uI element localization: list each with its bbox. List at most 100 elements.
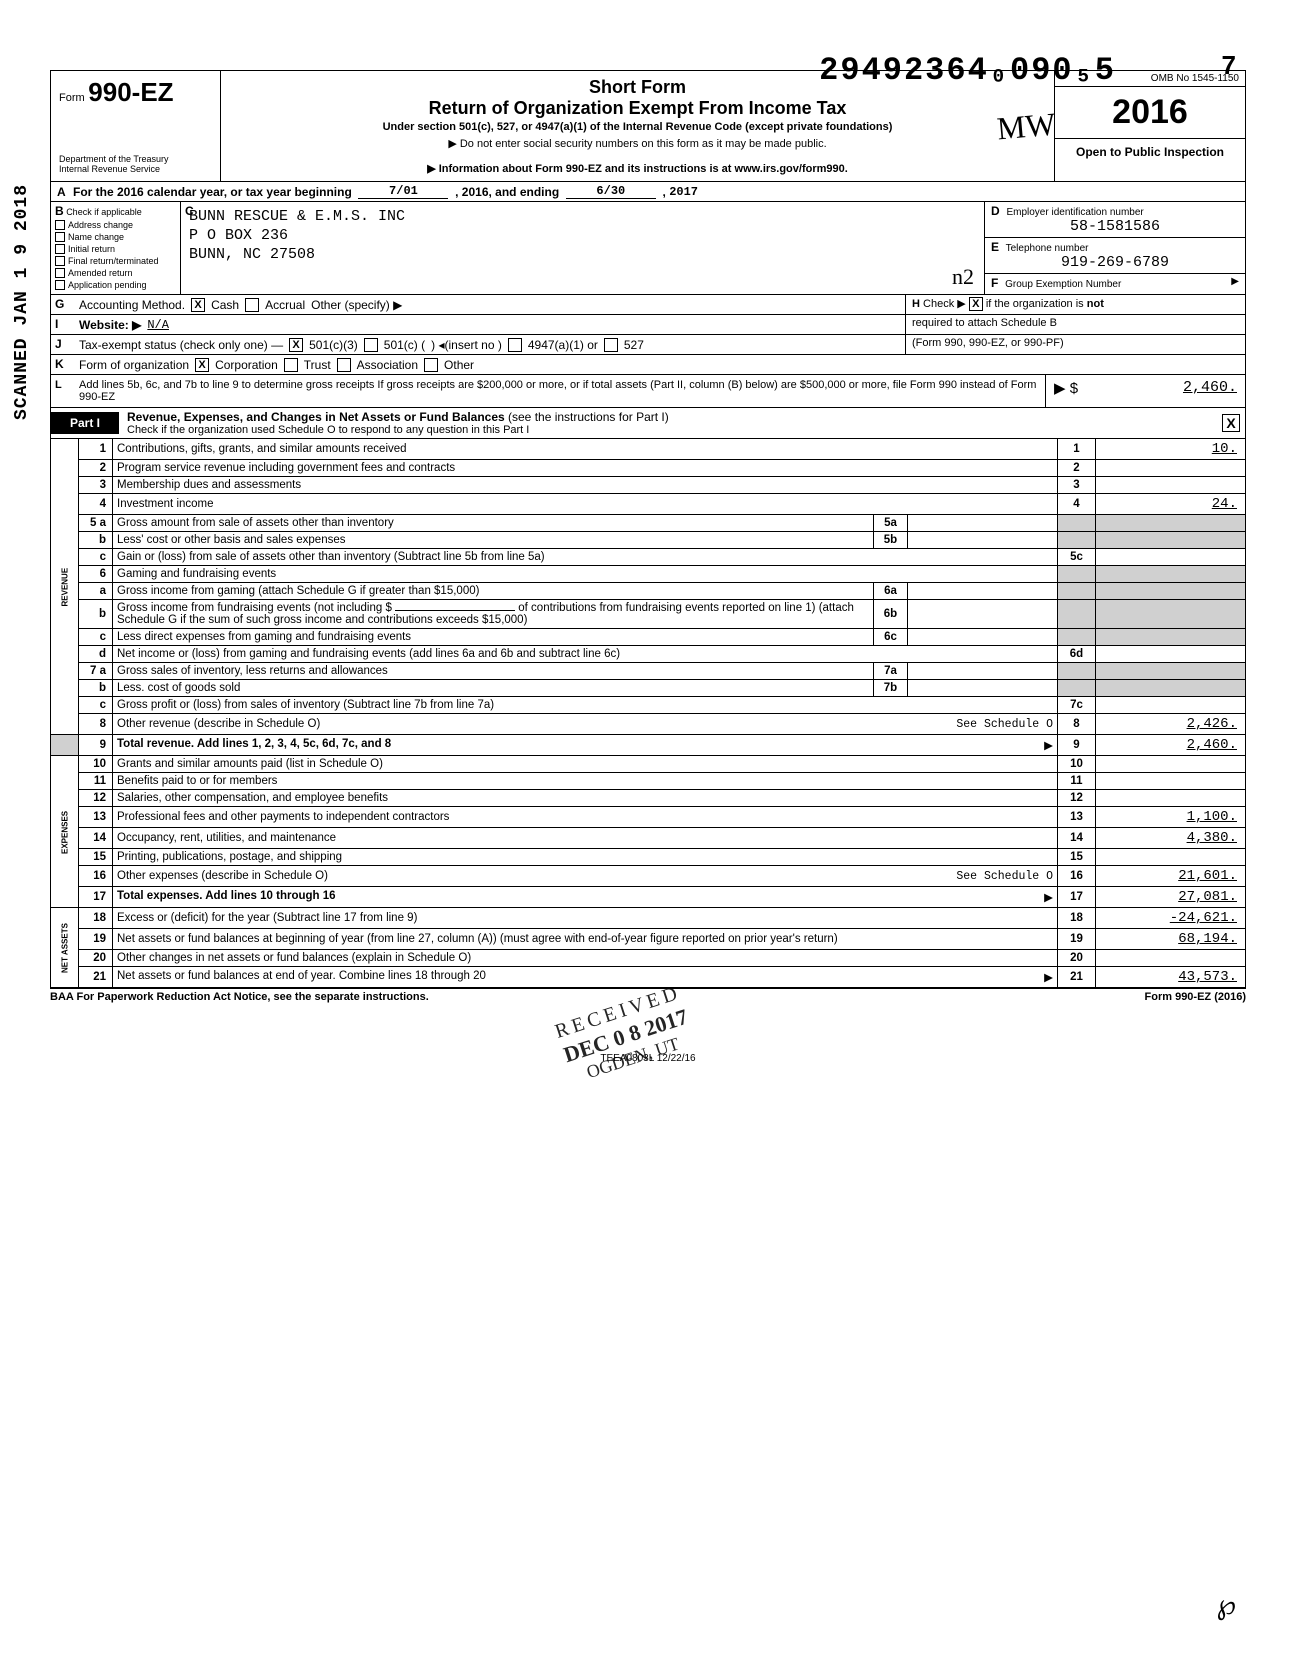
line-i: I Website: ▶ N/A required to attach Sche… [50, 315, 1246, 335]
chk-schedule-b[interactable]: X [969, 297, 983, 311]
row6-amt [1096, 566, 1246, 583]
chk-initial-return[interactable] [55, 244, 65, 254]
row2-num: 2 [79, 460, 113, 477]
row13-num: 13 [79, 807, 113, 828]
row7b-amt [1096, 680, 1246, 697]
chk-name-change[interactable] [55, 232, 65, 242]
row15-ln: 15 [1058, 849, 1096, 866]
tax-year-begin: 7/01 [358, 184, 448, 199]
tax-year: 2016 [1055, 87, 1245, 139]
chk-501c3[interactable]: X [289, 338, 303, 352]
phone-value: 919-269-6789 [991, 254, 1239, 271]
row19-ln: 19 [1058, 929, 1096, 950]
lbl-accrual: Accrual [265, 298, 305, 312]
lbl-4947: 4947(a)(1) or [528, 338, 598, 352]
chk-527[interactable] [604, 338, 618, 352]
line-a-text2: , 2016, and ending [455, 185, 559, 199]
chk-app-pending[interactable] [55, 280, 65, 290]
line-h-cont: required to attach Schedule B [905, 315, 1245, 334]
row20-amt [1096, 950, 1246, 967]
row6b-desc1: Gross income from fundraising events (no… [117, 602, 392, 614]
row7b-sn: 7b [874, 680, 908, 697]
row13-amt: 1,100. [1096, 807, 1246, 828]
org-name: BUNN RESCUE & E.M.S. INC [189, 208, 976, 225]
row5c-ln: 5c [1058, 549, 1096, 566]
row7c-ln: 7c [1058, 697, 1096, 714]
lbl-amended: Amended return [68, 268, 133, 278]
tax-exempt-label: Tax-exempt status (check only one) — [79, 338, 283, 352]
lbl-app-pending: Application pending [68, 280, 147, 290]
row7b-sv [908, 680, 1058, 697]
form-of-org-label: Form of organization [79, 358, 189, 372]
row6a-amt [1096, 583, 1246, 600]
row5b-amt [1096, 532, 1246, 549]
line-g-body: Accounting Method. XCash Accrual Other (… [75, 295, 905, 314]
chk-accrual[interactable] [245, 298, 259, 312]
row5b-ln [1058, 532, 1096, 549]
row6-num: 6 [79, 566, 113, 583]
row9-desc: Total revenue. Add lines 1, 2, 3, 4, 5c,… [117, 738, 391, 750]
lbl-other-method: Other (specify) ▶ [311, 298, 402, 312]
chk-association[interactable] [337, 358, 351, 372]
line-h-text4: (Form 990, 990-EZ, or 990-PF) [912, 337, 1064, 349]
row15-amt [1096, 849, 1246, 866]
footer-right: Form 990-EZ (2016) [1145, 991, 1246, 1003]
line-l-body: Add lines 5b, 6c, and 7b to line 9 to de… [75, 375, 1045, 407]
row7a-sn: 7a [874, 663, 908, 680]
chk-amended[interactable] [55, 268, 65, 278]
row14-amt: 4,380. [1096, 828, 1246, 849]
org-addr1: P O BOX 236 [189, 227, 976, 244]
row8-desc: Other revenue (describe in Schedule O) [117, 718, 320, 730]
line-a-label: A [57, 185, 73, 199]
row20-num: 20 [79, 950, 113, 967]
row18-num: 18 [79, 908, 113, 929]
chk-other-org[interactable] [424, 358, 438, 372]
row5b-desc: Less' cost or other basis and sales expe… [113, 532, 874, 549]
part-i-checkbox-cell: X [1217, 414, 1245, 432]
row6b-ln [1058, 600, 1096, 629]
chk-schedule-o[interactable]: X [1222, 414, 1240, 432]
row8-desc-cell: Other revenue (describe in Schedule O) S… [113, 714, 1058, 735]
row20-desc: Other changes in net assets or fund bala… [113, 950, 1058, 967]
chk-501c[interactable] [364, 338, 378, 352]
row14-num: 14 [79, 828, 113, 849]
under-section: Under section 501(c), 527, or 4947(a)(1)… [229, 121, 1046, 133]
line-h-text1: Check ▶ [923, 298, 966, 310]
row6b-num: b [79, 600, 113, 629]
part-i-box: Part I [51, 412, 119, 434]
cell-e: E Telephone number 919-269-6789 [985, 238, 1245, 274]
form-number: 990-EZ [88, 77, 173, 107]
chk-trust[interactable] [284, 358, 298, 372]
row5c-num: c [79, 549, 113, 566]
cell-d: D Employer identification number 58-1581… [985, 202, 1245, 238]
row17-desc-cell: Total expenses. Add lines 10 through 16 … [113, 887, 1058, 908]
side-revenue-end [51, 735, 79, 756]
row6a-sv [908, 583, 1058, 600]
row9-amt: 2,460. [1096, 735, 1246, 756]
chk-corporation[interactable]: X [195, 358, 209, 372]
row17-num: 17 [79, 887, 113, 908]
chk-final-return[interactable] [55, 256, 65, 266]
row16-amt: 21,601. [1096, 866, 1246, 887]
row6a-ln [1058, 583, 1096, 600]
row5a-ln [1058, 515, 1096, 532]
col-f-label: F [991, 276, 998, 290]
row11-desc: Benefits paid to or for members [113, 773, 1058, 790]
row12-ln: 12 [1058, 790, 1096, 807]
col-c: C BUNN RESCUE & E.M.S. INC P O BOX 236 B… [181, 202, 985, 294]
chk-cash[interactable]: X [191, 298, 205, 312]
row4-ln: 4 [1058, 494, 1096, 515]
chk-4947[interactable] [508, 338, 522, 352]
row6b-desc: Gross income from fundraising events (no… [113, 600, 874, 629]
row2-ln: 2 [1058, 460, 1096, 477]
row5b-num: b [79, 532, 113, 549]
row4-amt: 24. [1096, 494, 1246, 515]
row10-ln: 10 [1058, 756, 1096, 773]
row1-ln: 1 [1058, 439, 1096, 460]
col-f-title: Group Exemption Number [1005, 279, 1121, 290]
chk-address-change[interactable] [55, 220, 65, 230]
department-line: Department of the Treasury Internal Reve… [59, 155, 212, 175]
page-marker: 7 [1222, 50, 1236, 81]
line-k-body: Form of organization XCorporation Trust … [75, 355, 1245, 374]
row2-desc: Program service revenue including govern… [113, 460, 1058, 477]
